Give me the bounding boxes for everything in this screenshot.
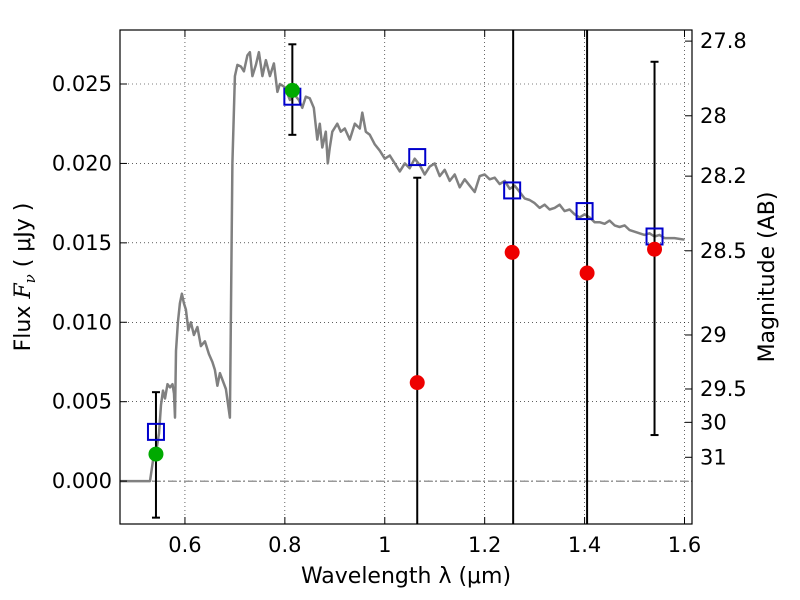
detection-marker <box>284 82 300 98</box>
y-axis-label: Flux Fν ( μJy ) <box>11 203 39 352</box>
plot-frame <box>119 29 693 525</box>
tick-marks: 0.6 0.8 1 1.2 1.4 1.6 0.000 0.005 0.010 0.015 0.02… <box>52 29 747 557</box>
y-tick-label: 0.000 <box>52 469 112 493</box>
x-tick-label: 0.8 <box>268 533 301 557</box>
model-photometry-marker <box>575 202 594 221</box>
x-tick-label: 1.6 <box>668 533 701 557</box>
x-tick-label: 1.2 <box>468 533 501 557</box>
y-tick-label: 0.025 <box>52 72 112 96</box>
upper-limit-marker <box>579 265 595 281</box>
y-tick-label: 0.005 <box>52 390 112 414</box>
model-photometry-marker <box>503 181 522 200</box>
y2-tick-label: 28.5 <box>700 239 747 263</box>
plot-area <box>120 30 692 524</box>
detection-marker <box>148 446 164 462</box>
x-tick-label: 1.4 <box>568 533 601 557</box>
y2-axis-label: Magnitude (AB) <box>755 192 780 363</box>
upper-limit-marker <box>647 241 663 257</box>
y-tick-label: 0.020 <box>52 151 112 175</box>
model-photometry-marker <box>408 148 427 167</box>
y2-tick-label: 28.2 <box>700 164 747 188</box>
y2-tick-label: 29.5 <box>700 377 747 401</box>
x-tick-label: 1 <box>378 533 391 557</box>
y2-tick-label: 27.8 <box>700 29 747 53</box>
y-tick-label: 0.015 <box>52 231 112 255</box>
y2-tick-label: 31 <box>700 445 727 469</box>
y2-tick-label: 28 <box>700 104 727 128</box>
upper-limit-marker <box>409 375 425 391</box>
upper-limit-marker <box>504 244 520 260</box>
y2-tick-label: 30 <box>700 410 727 434</box>
spectrum-line <box>120 50 685 483</box>
x-axis-label: Wavelength λ (μm) <box>301 564 511 589</box>
model-photometry-marker <box>146 422 165 441</box>
y2-tick-label: 29 <box>700 323 727 347</box>
y-tick-label: 0.010 <box>52 310 112 334</box>
x-tick-label: 0.6 <box>168 533 201 557</box>
